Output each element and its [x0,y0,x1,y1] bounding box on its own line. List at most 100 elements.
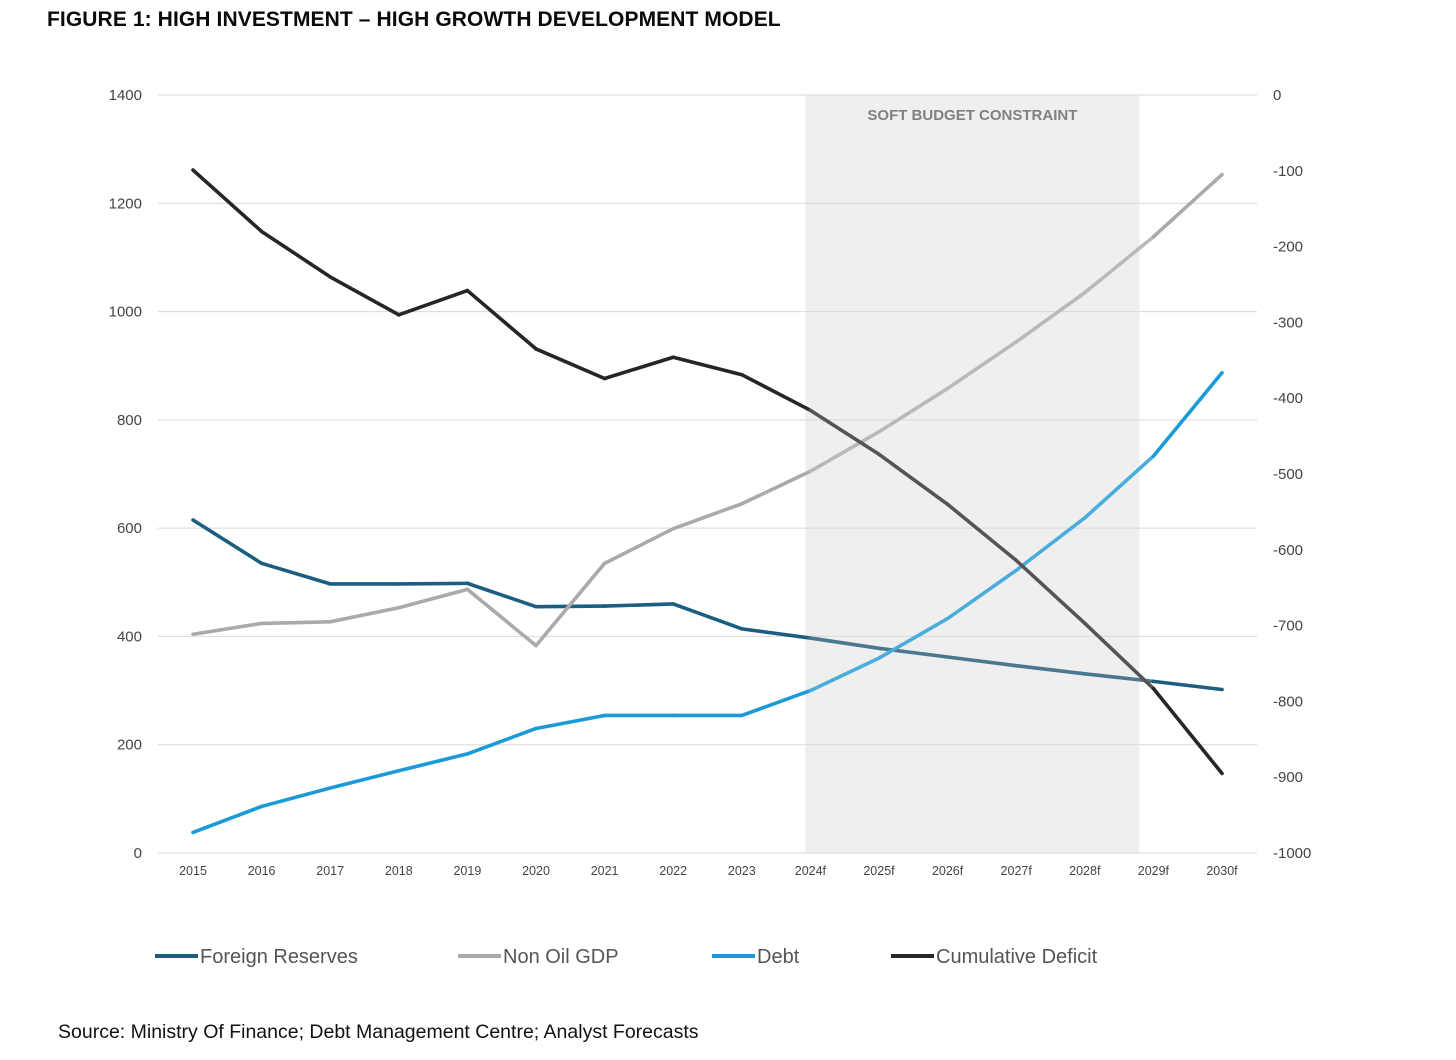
right-y-tick-label: -700 [1273,618,1303,635]
series-segment [1083,235,1156,295]
left-y-tick-label: 1200 [109,195,142,212]
series-segment [328,768,401,790]
right-y-tick-label: -100 [1273,163,1303,180]
soft-budget-constraint-label: SOFT BUDGET CONSTRAINT [867,107,1077,124]
right-y-tick-label: -600 [1273,542,1303,559]
soft-budget-constraint-region [805,95,1140,853]
series-segment [328,605,401,624]
series-segment [328,275,401,317]
series-segment [396,288,470,317]
x-tick-label: 2030f [1206,864,1238,878]
right-y-axis: -1000-900-800-700-600-500-400-300-200-10… [1273,87,1311,862]
series-segment [396,581,470,586]
series-segment [191,621,264,637]
x-tick-label: 2015 [179,864,207,878]
x-tick-label: 2018 [385,864,413,878]
series-segment [534,347,607,381]
series-cumulative-deficit [191,168,1224,776]
series-segment [945,340,1019,391]
legend-label: Non Oil GDP [503,946,619,968]
series-segment [739,627,813,640]
left-y-tick-label: 600 [117,520,142,537]
series-segment [1151,679,1224,692]
series-segment [602,602,676,608]
right-y-tick-label: 0 [1273,87,1281,104]
x-tick-label: 2024f [795,864,827,878]
x-tick-label: 2016 [248,864,276,878]
series-segment [396,587,470,610]
series-segment [808,636,881,651]
series-segment [602,526,676,566]
series-foreign-reserves [191,518,1224,692]
series-lines [191,168,1224,835]
x-tick-label: 2023 [728,864,756,878]
left-y-axis: 0 200 400 600 800 1000 1200 1400 [109,87,142,862]
series-segment [945,655,1019,668]
series-segment [191,518,264,566]
legend: Foreign Reserves Non Oil GDP Debt Cumulativ… [155,946,1098,968]
x-axis: 2015 2016 2017 2018 2019 2020 2021 2022 2023 2024… [179,864,1238,878]
series-segment [945,502,1019,563]
legend-item-debt: Debt [712,946,800,968]
series-segment [191,804,264,835]
x-tick-label: 2019 [453,864,481,878]
series-segment [1151,686,1224,776]
series-segment [1083,621,1156,691]
legend-item-non-oil-gdp: Non Oil GDP [458,946,619,968]
right-y-tick-label: -500 [1273,466,1303,483]
left-y-tick-label: 0 [134,845,142,862]
series-segment [1014,663,1087,676]
series-debt [191,370,1224,835]
left-y-tick-label: 200 [117,737,142,754]
series-segment [671,501,744,531]
right-y-tick-label: -1000 [1273,845,1311,862]
figure-title: FIGURE 1: HIGH INVESTMENT – HIGH GROWTH … [47,8,781,31]
x-tick-label: 2025f [863,864,895,878]
series-segment [877,386,950,434]
series-segment [1151,172,1224,239]
series-segment [671,355,744,377]
right-y-tick-label: -400 [1273,390,1303,407]
x-tick-label: 2020 [522,864,550,878]
series-segment [877,452,950,507]
right-y-tick-label: -800 [1273,693,1303,710]
left-y-tick-label: 1400 [109,87,142,104]
legend-item-cumulative-deficit: Cumulative Deficit [891,946,1098,968]
legend-label: Cumulative Deficit [936,946,1098,968]
series-segment [259,786,333,809]
series-segment [1014,290,1087,344]
right-y-tick-label: -300 [1273,314,1303,331]
series-segment [534,713,607,731]
x-tick-label: 2026f [932,864,964,878]
left-y-tick-label: 1000 [109,304,142,321]
legend-label: Debt [757,946,800,968]
x-tick-label: 2022 [659,864,687,878]
right-y-tick-label: -900 [1273,769,1303,786]
series-segment [739,688,813,718]
series-segment [259,561,333,586]
x-tick-label: 2028f [1069,864,1101,878]
series-segment [1151,370,1224,458]
series-segment [191,168,264,234]
series-segment [671,602,744,631]
x-tick-label: 2029f [1138,864,1170,878]
line-chart: SOFT BUDGET CONSTRAINT 0 200 400 600 800 1000… [109,87,1312,968]
series-segment [739,469,813,506]
series-segment [396,752,470,773]
series-segment [259,229,333,279]
left-y-tick-label: 800 [117,412,142,429]
left-y-tick-label: 400 [117,628,142,645]
right-y-tick-label: -200 [1273,239,1303,256]
x-tick-label: 2017 [316,864,344,878]
series-segment [739,372,813,413]
series-non-oil-gdp [191,172,1224,648]
x-tick-label: 2027f [1001,864,1033,878]
legend-label: Foreign Reserves [200,946,358,968]
series-segment [1014,558,1087,626]
series-segment [808,656,881,693]
source-note: Source: Ministry Of Finance; Debt Manage… [58,1021,699,1043]
legend-item-foreign-reserves: Foreign Reserves [155,946,358,968]
series-segment [465,581,538,609]
x-tick-label: 2021 [591,864,619,878]
series-segment [534,561,607,648]
